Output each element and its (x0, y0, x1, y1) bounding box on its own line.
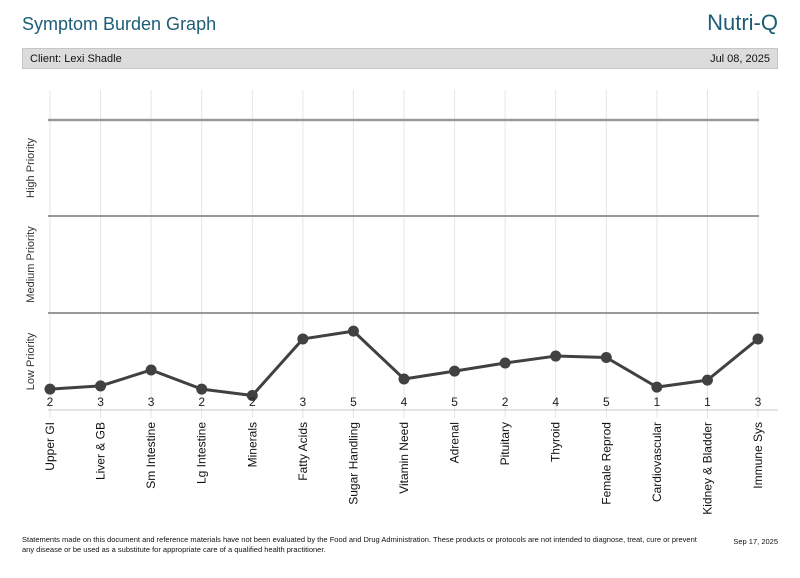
chart-category-label: Vitamin Need (397, 422, 411, 494)
y-axis-band-label: Medium Priority (25, 226, 37, 303)
chart-value-label: 4 (401, 395, 408, 409)
chart-value-label: 5 (350, 395, 357, 409)
y-axis-band-label: High Priority (25, 138, 37, 198)
chart-value-label: 1 (704, 395, 711, 409)
chart-category-label: Cardiovascular (650, 422, 664, 502)
chart-point (95, 380, 107, 392)
chart-point (297, 333, 309, 345)
chart-point (246, 390, 258, 401)
brand-logo: Nutri-Q (707, 10, 778, 35)
chart-category-label: Lg Intestine (195, 422, 209, 484)
chart-point (449, 365, 461, 377)
chart-value-label: 2 (47, 395, 54, 409)
chart-point (145, 364, 157, 376)
report-header: Symptom Burden Graph Nutri-Q (22, 10, 778, 40)
chart-value-label: 5 (603, 395, 610, 409)
chart-value-label: 3 (755, 395, 762, 409)
client-name: Client: Lexi Shadle (30, 52, 122, 65)
symptom-burden-chart: Low Priority Medium Priority High Priority… (25, 90, 778, 515)
footer-disclaimer: Statements made on this document and ref… (22, 535, 697, 554)
y-axis-band-label: Low Priority (25, 332, 37, 390)
chart-value-label: 2 (249, 395, 256, 409)
chart-value-label: 2 (198, 395, 205, 409)
chart-point (44, 383, 56, 395)
chart-point (398, 373, 410, 385)
chart-category-label: Kidney & Bladder (700, 422, 714, 515)
chart-category-label: Liver & GB (94, 422, 108, 480)
chart-category-label: Sm Intestine (144, 422, 158, 489)
page-title: Symptom Burden Graph (22, 14, 217, 34)
chart-point (196, 383, 208, 395)
chart-value-label: 2 (502, 395, 509, 409)
report-date: Jul 08, 2025 (710, 52, 770, 65)
chart-point (651, 381, 663, 393)
chart-category-label: Pituitary (498, 422, 512, 465)
chart-value-label: 3 (97, 395, 104, 409)
chart-category-label: Thyroid (549, 422, 563, 462)
chart-category-label: Fatty Acids (296, 422, 310, 481)
chart-value-label: 3 (300, 395, 307, 409)
chart-value-label: 5 (451, 395, 458, 409)
chart-value-label: 3 (148, 395, 155, 409)
chart-point (347, 325, 359, 337)
chart-point (600, 352, 612, 364)
chart-point (752, 333, 764, 345)
chart-category-label: Minerals (245, 422, 259, 467)
client-info-bar: Client: Lexi Shadle Jul 08, 2025 (22, 48, 778, 69)
chart-point (550, 350, 562, 362)
chart-category-label: Sugar Handling (346, 422, 360, 505)
footer-date: Sep 17, 2025 (733, 537, 778, 546)
chart-category-label: Immune Sys (751, 422, 765, 489)
chart-category-label: Adrenal (448, 422, 462, 463)
chart-category-label: Upper GI (43, 422, 57, 471)
chart-point (701, 374, 713, 386)
chart-value-label: 1 (654, 395, 661, 409)
chart-value-label: 4 (552, 395, 559, 409)
chart-category-label: Female Reprod (599, 422, 613, 505)
chart-point (499, 357, 511, 369)
